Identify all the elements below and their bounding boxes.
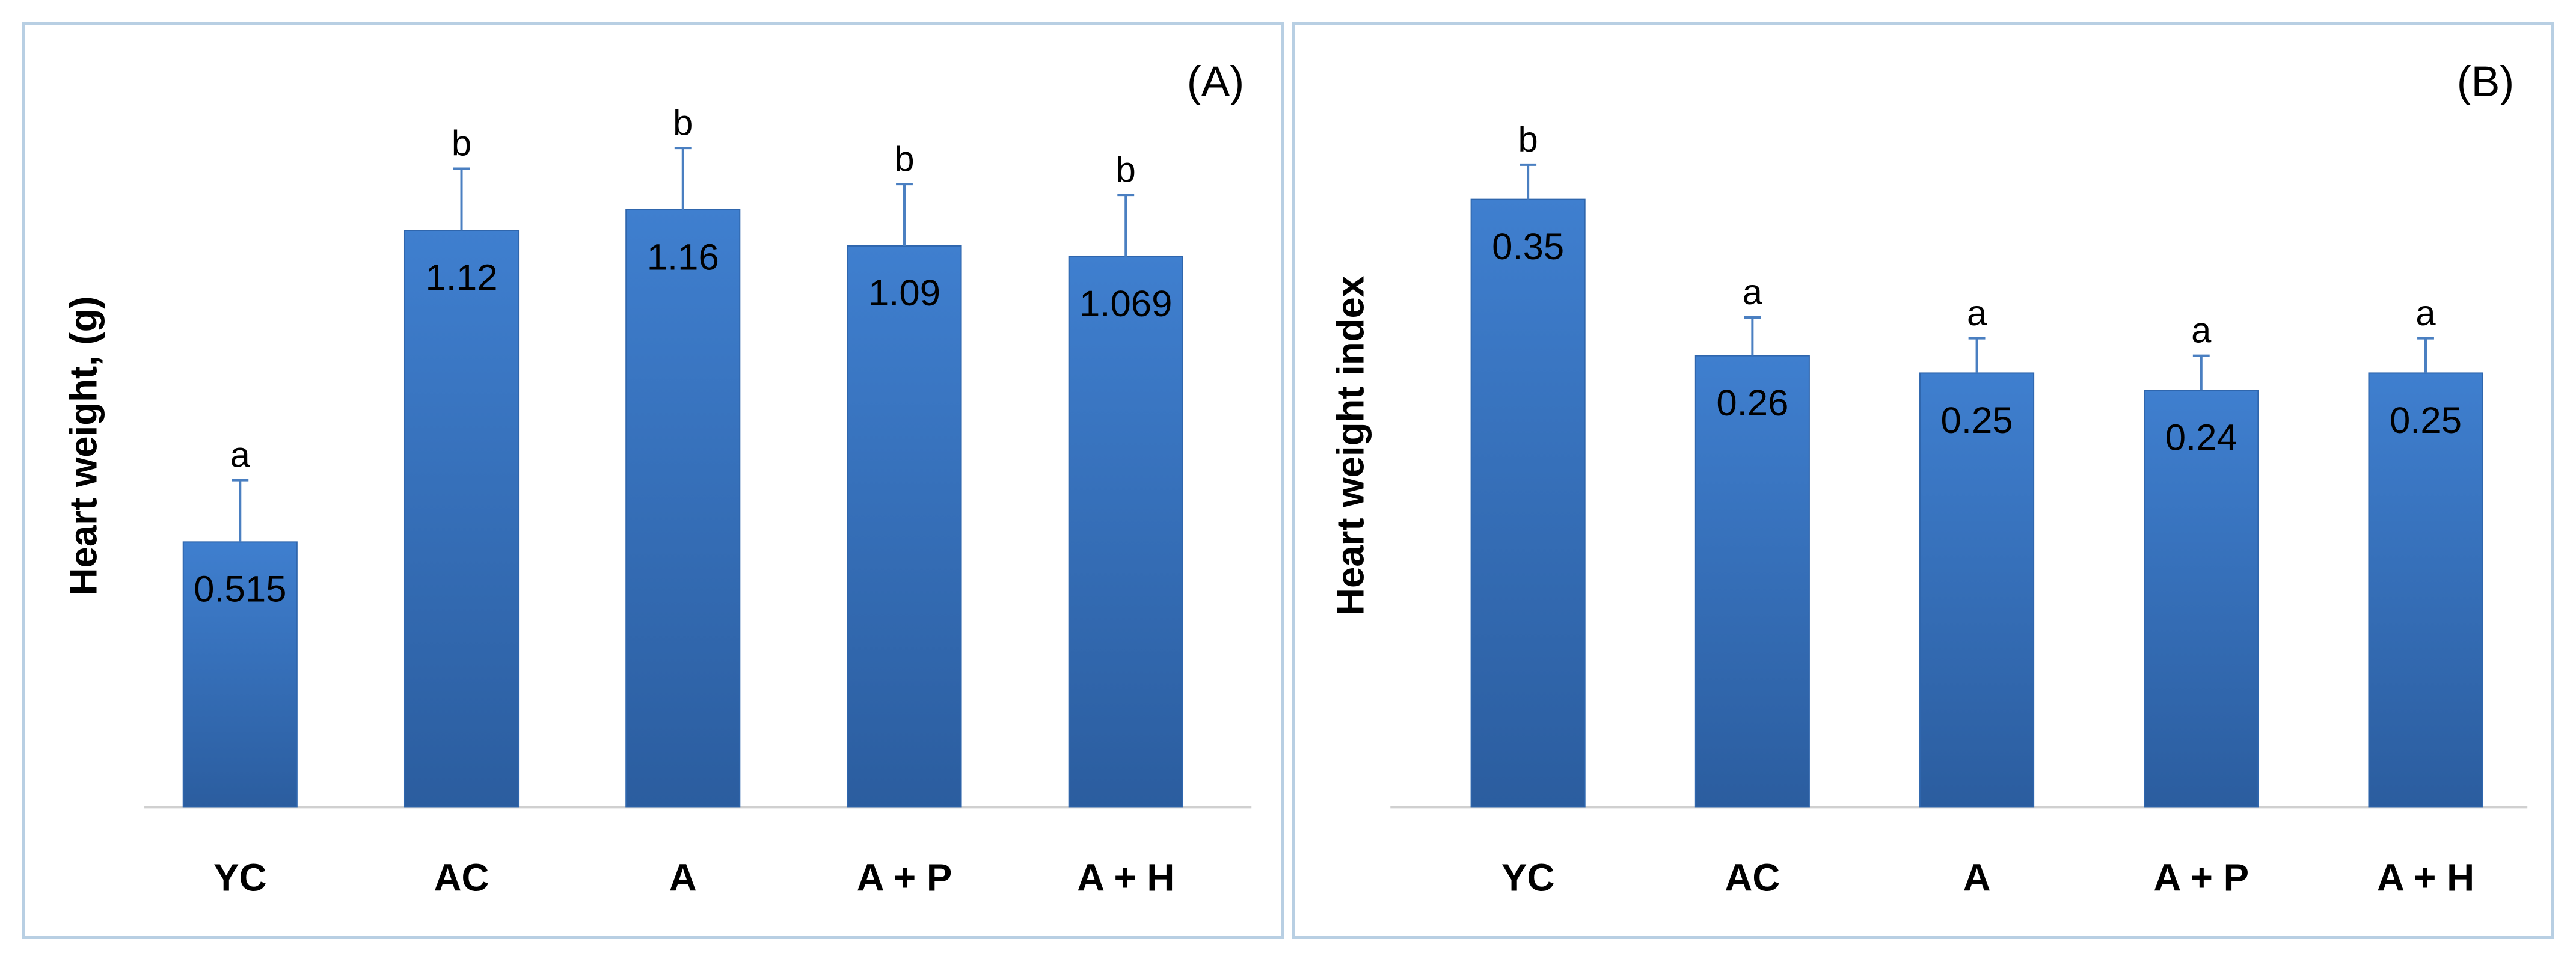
bar-yc [182,541,298,808]
significance-letter: a [2191,310,2212,351]
x-tick-label: A + P [2153,857,2249,899]
chart-a-svg: (A) Heart weight, (g) a 0.515 YC b 1.12 AC b 1.16… [62,58,1252,899]
data-label: 1.16 [647,236,719,278]
significance-letter: a [1743,272,1763,312]
bar-ap [2144,390,2259,808]
panel-label: (A) [1187,58,1245,106]
significance-letter: b [673,102,693,142]
chart-b-svg: (B) Heart weight index b 0.35 YC a 0.26 AC a 0.25… [1329,58,2528,899]
bar-ac [403,230,520,808]
data-label: 0.26 [1716,382,1788,424]
significance-letter: b [1518,119,1538,159]
bar-ah [1068,256,1183,808]
significance-letter: b [894,138,914,179]
data-label: 0.25 [2390,400,2462,441]
chart-panel-a: (A) Heart weight, (g) a 0.515 YC b 1.12 AC b 1.16… [22,22,1284,939]
bar-ac [1694,355,1810,808]
x-tick-label: YC [213,857,266,899]
bar-a [1919,372,2035,808]
data-label: 0.24 [2165,417,2237,459]
x-tick-label: A [669,857,697,899]
x-tick-label: A + H [2377,857,2474,899]
x-tick-label: YC [1501,857,1554,899]
bar-a [625,209,741,808]
data-label: 1.12 [425,257,497,299]
significance-letter: b [1116,149,1136,189]
panel-label: (B) [2457,58,2515,106]
x-tick-label: A + H [1077,857,1174,899]
y-axis-label: Heart weight, (g) [62,296,105,595]
data-label: 0.515 [194,569,286,610]
significance-letter: a [1967,293,1987,333]
x-tick-label: AC [1725,857,1780,899]
significance-letter: a [230,435,251,475]
y-axis-label: Heart weight index [1329,276,1372,616]
x-tick-label: A + P [857,857,952,899]
x-tick-label: A [1963,857,1991,899]
bar-yc [1470,198,1586,808]
significance-letter: a [2415,293,2436,333]
chart-panel-b: (B) Heart weight index b 0.35 YC a 0.26 AC a 0.25… [1292,22,2554,939]
significance-letter: b [452,123,471,164]
data-label: 1.09 [868,272,940,314]
data-label: 0.35 [1492,226,1564,268]
data-label: 1.069 [1079,283,1172,325]
data-label: 0.25 [1941,400,2013,441]
bar-ah [2368,372,2483,808]
bar-ap [847,245,962,808]
x-tick-label: AC [434,857,489,899]
